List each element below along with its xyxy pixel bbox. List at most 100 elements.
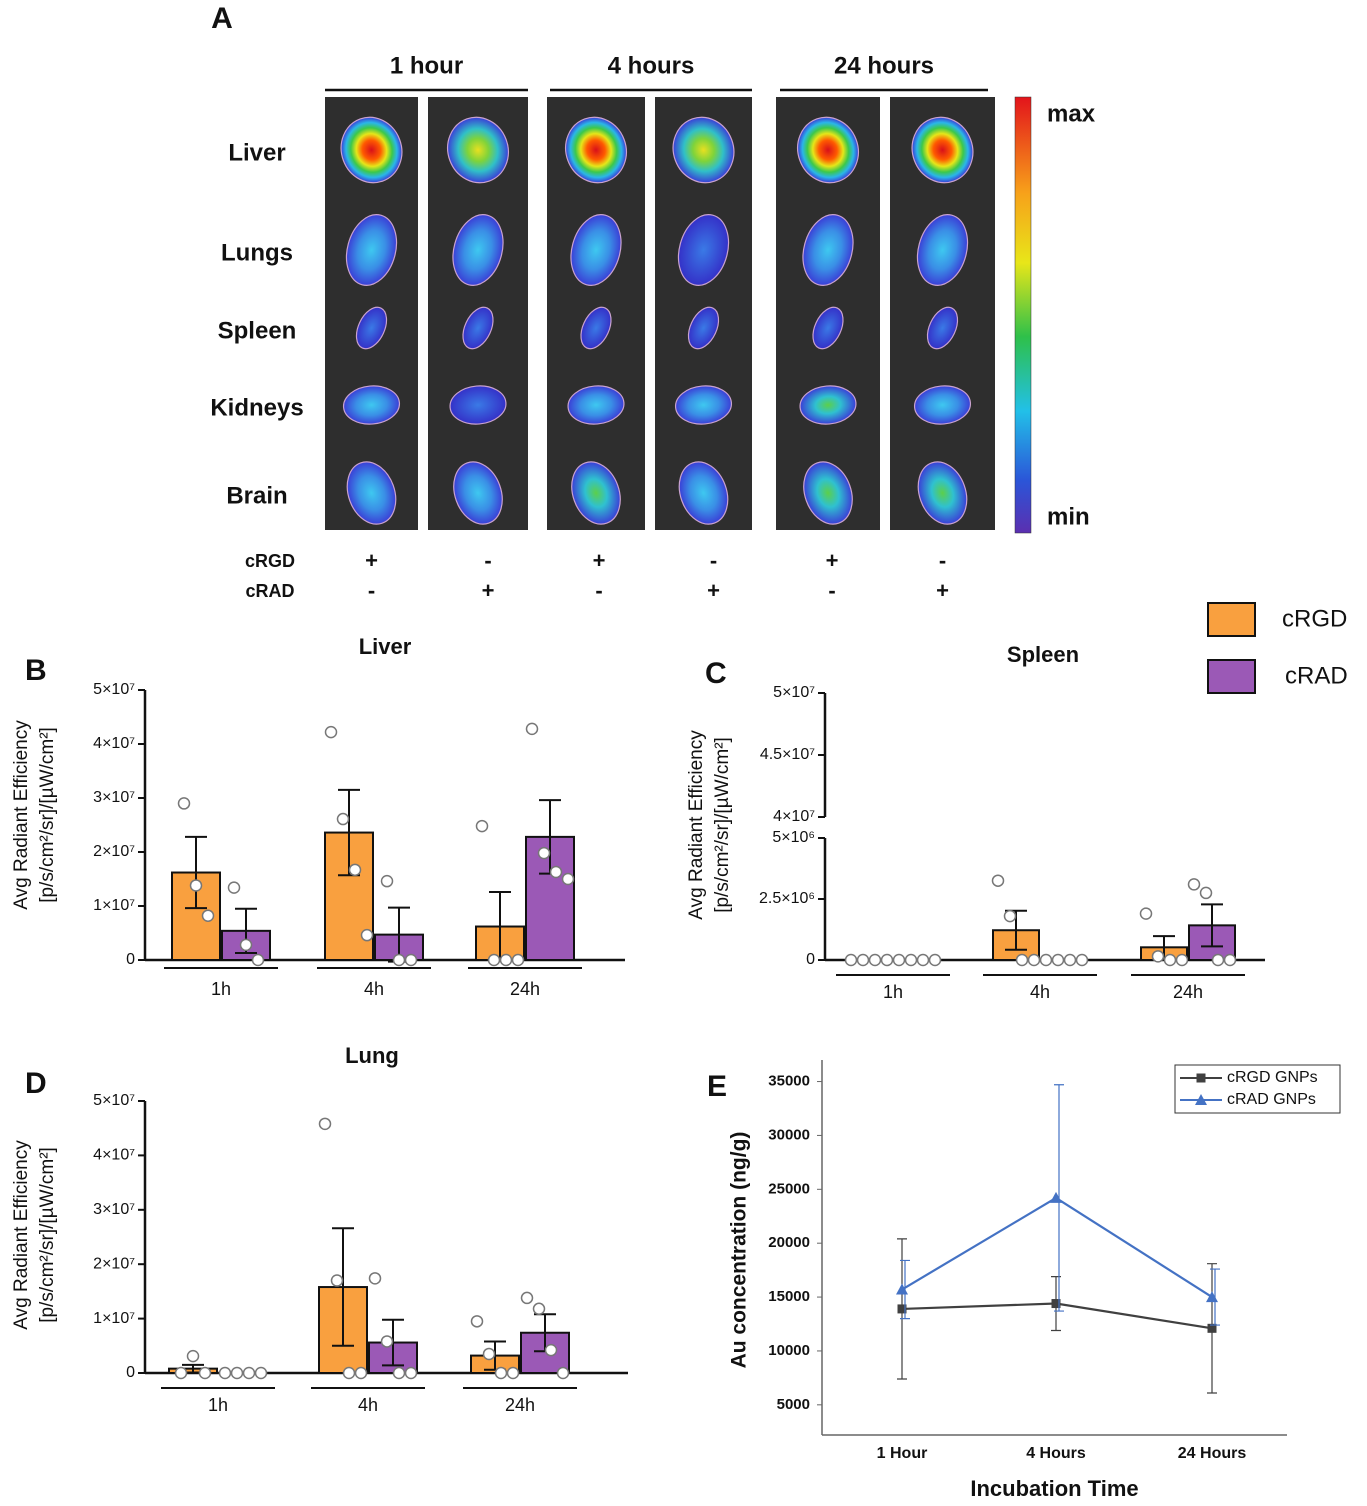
- y-tick-label: 4×10⁷: [773, 808, 815, 825]
- marker: [1195, 1094, 1207, 1105]
- organ-signal: [449, 385, 507, 425]
- organ-signal: [346, 461, 397, 525]
- organ-signal: [672, 116, 735, 184]
- treatment-sign: +: [593, 548, 606, 573]
- data-point: [844, 953, 858, 967]
- y-tick-label: 5000: [777, 1396, 810, 1413]
- organ-signal: [803, 461, 853, 525]
- organ-signal: [452, 214, 504, 286]
- y-axis-label: [p/s/cm²/sr]/[µW/cm²]: [37, 727, 58, 903]
- data-point: [318, 1117, 332, 1131]
- y-tick-label: 5×10⁷: [93, 681, 135, 698]
- data-point: [189, 879, 203, 892]
- organ-signal: [462, 306, 494, 350]
- color-scale: [1014, 96, 1032, 534]
- treatment-sign: +: [826, 548, 839, 573]
- x-tick-label: 24h: [510, 979, 540, 999]
- data-point: [991, 874, 1005, 887]
- y-axis-label: [p/s/cm²/sr]/[µW/cm²]: [712, 737, 733, 913]
- data-point: [186, 1349, 200, 1363]
- data-point: [561, 872, 575, 886]
- data-point: [392, 1366, 406, 1380]
- y-tick-label: 5×10⁷: [93, 1092, 135, 1109]
- x-axis-label: Incubation Time: [970, 1476, 1138, 1501]
- marker: [1206, 1291, 1218, 1303]
- data-point: [928, 953, 942, 967]
- y-tick-label: 2×10⁷: [93, 1255, 135, 1272]
- organ-signal: [926, 306, 959, 350]
- data-point: [330, 1274, 344, 1287]
- data-point: [404, 1366, 418, 1380]
- organ-signal: [916, 214, 969, 286]
- y-tick-label: 35000: [768, 1073, 810, 1090]
- y-tick-label: 4.5×10⁷: [760, 746, 815, 763]
- time-label: 1 hour: [390, 52, 463, 79]
- y-axis-label: [p/s/cm²/sr]/[µW/cm²]: [37, 1147, 58, 1323]
- data-point: [511, 953, 525, 967]
- data-point: [537, 846, 551, 860]
- organ-signal: [677, 214, 730, 286]
- data-point: [1211, 953, 1225, 967]
- panel-label: E: [707, 1070, 727, 1103]
- treatment-sign: +: [482, 578, 495, 603]
- legend-label: cRAD GNPs: [1227, 1091, 1316, 1108]
- error-bar: [332, 1227, 354, 1347]
- data-point: [354, 1366, 368, 1380]
- data-point: [916, 953, 930, 967]
- data-point: [482, 1347, 496, 1361]
- y-tick-label: 5×10⁷: [773, 684, 815, 701]
- data-point: [1151, 950, 1165, 963]
- organ-signal: [453, 461, 503, 525]
- y-tick-label: 3×10⁷: [93, 1201, 135, 1218]
- organ-signal: [340, 116, 403, 184]
- data-point: [254, 1366, 268, 1380]
- data-point: [470, 1315, 484, 1328]
- organ-signal: [345, 214, 398, 286]
- legend-label: cRGD: [1282, 605, 1347, 632]
- data-point: [1163, 953, 1177, 967]
- error-bar: [1201, 903, 1223, 948]
- organ-signal: [802, 214, 854, 286]
- chart-title: Spleen: [1007, 642, 1079, 667]
- y-tick-label: 0: [126, 1364, 135, 1381]
- organ-label: Liver: [228, 139, 285, 166]
- x-tick-label: 4h: [1030, 982, 1050, 1002]
- legend-label: cRAD: [1285, 662, 1348, 689]
- data-point: [380, 1335, 394, 1348]
- y-tick-label: 2×10⁷: [93, 843, 135, 860]
- data-point: [1187, 878, 1201, 891]
- data-point: [218, 1366, 232, 1380]
- error-bar: [185, 835, 207, 910]
- data-point: [856, 953, 870, 967]
- organ-signal: [571, 461, 621, 525]
- data-point: [201, 909, 215, 922]
- treatment-sign: +: [936, 578, 949, 603]
- treatment-label: cRAD: [245, 581, 294, 601]
- treatment-sign: +: [365, 548, 378, 573]
- data-point: [380, 874, 394, 888]
- x-tick-label: 1 Hour: [877, 1445, 928, 1462]
- data-point: [1027, 953, 1041, 967]
- data-point: [1175, 953, 1189, 967]
- data-point: [227, 881, 241, 894]
- organ-label: Spleen: [218, 317, 297, 344]
- y-axis-label: Avg Radiant Efficiency: [11, 720, 32, 910]
- organ-signal: [447, 116, 509, 184]
- data-point: [230, 1366, 244, 1380]
- y-tick-label: 4×10⁷: [93, 735, 135, 752]
- data-point: [499, 953, 513, 967]
- x-tick-label: 24h: [1173, 982, 1203, 1002]
- y-tick-label: 0: [126, 951, 135, 968]
- data-point: [892, 953, 906, 967]
- marker: [896, 1283, 908, 1295]
- treatment-sign: -: [828, 578, 835, 603]
- marker: [1050, 1191, 1062, 1203]
- organ-signal: [570, 214, 622, 286]
- marker: [1196, 1073, 1206, 1083]
- organ-signal: [342, 385, 401, 425]
- panel-label: D: [25, 1067, 47, 1100]
- data-point: [525, 722, 539, 736]
- data-point: [506, 1366, 520, 1380]
- y-tick-label: 1×10⁷: [93, 897, 135, 914]
- data-point: [392, 953, 406, 967]
